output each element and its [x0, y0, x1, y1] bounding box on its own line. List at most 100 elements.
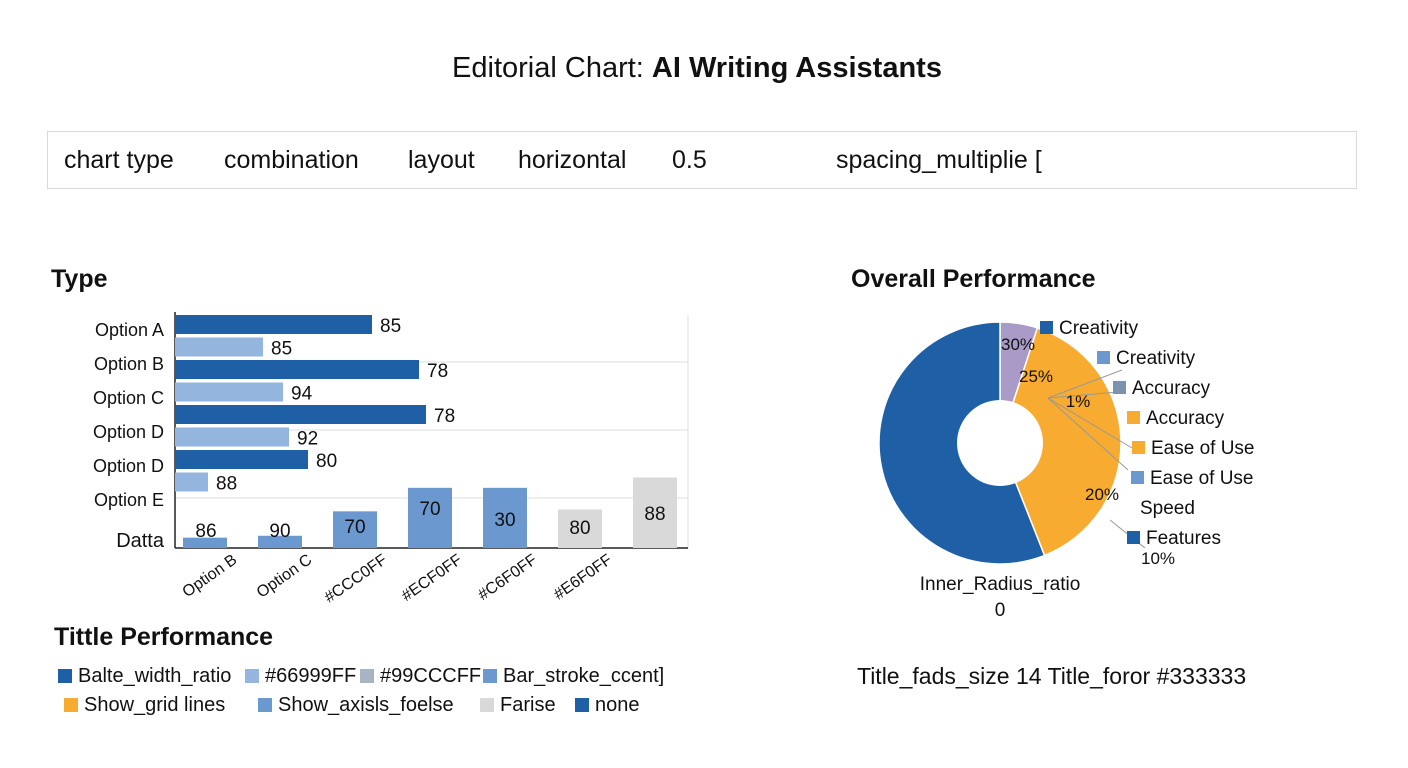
pie-legend-label-3: Accuracy — [1146, 408, 1225, 429]
bar-h-label-7: 88 — [216, 474, 237, 495]
bar-v-label-1: 90 — [269, 521, 290, 542]
chart-type-value[interactable]: combination — [224, 146, 359, 174]
x-tick-label-2: #CCC0FF — [322, 551, 391, 606]
category-label-1: Option B — [94, 354, 164, 374]
legend-label: Bar_stroke_ccent] — [503, 665, 665, 687]
pie-legend-swatch-1 — [1097, 351, 1110, 364]
spacing-label: spacing_multiplie [ — [836, 146, 1042, 174]
donut-hole — [957, 400, 1043, 486]
pie-legend-label-2: Accuracy — [1132, 378, 1211, 399]
pie-label-3: 20% — [1085, 485, 1119, 504]
bar-h-2 — [175, 360, 419, 379]
pie-label-2: 1% — [1066, 392, 1091, 411]
pie-legend-label-7: Features — [1146, 528, 1221, 549]
bottom-legend-item: Bar_stroke_ccent] — [483, 665, 664, 688]
layout-label: layout — [408, 146, 475, 174]
bar-h-label-6: 80 — [316, 451, 337, 472]
legend-label: Balte_width_ratio — [78, 665, 232, 687]
leader-line-1 — [1047, 391, 1119, 399]
x-tick-label-1: Option C — [254, 551, 315, 601]
bar-v-label-3: 70 — [419, 499, 440, 520]
pie-legend-swatch-7 — [1127, 531, 1140, 544]
bar-h-label-4: 78 — [434, 406, 455, 427]
x-tick-label-4: #C6F0FF — [475, 551, 540, 604]
legend-label: Farise — [500, 694, 556, 716]
pie-legend-swatch-4 — [1132, 441, 1145, 454]
category-label-0: Option A — [95, 320, 164, 340]
pie-legend-label-6: Speed — [1140, 498, 1195, 519]
bottom-legend-item: Show_axisls_foelse — [258, 694, 454, 717]
pie-legend-swatch-5 — [1131, 471, 1144, 484]
bar-h-6 — [175, 450, 308, 469]
legend-swatch — [575, 698, 589, 712]
legend-label: Show_grid lines — [84, 694, 226, 716]
bar-v-0 — [183, 537, 227, 548]
bottom-legend-item: #66999FF — [245, 665, 356, 688]
pie-slice-1 — [999, 326, 1122, 557]
bar-v-label-6: 88 — [644, 504, 665, 525]
bar-v-3 — [408, 487, 452, 548]
pie-legend-label-5: Ease of Use — [1150, 468, 1254, 489]
category-label-4: Option D — [93, 456, 164, 476]
legend-swatch — [480, 698, 494, 712]
bar-h-label-2: 78 — [427, 361, 448, 382]
page-title-bold: AI Writing Assistants — [651, 52, 942, 84]
bar-v-label-0: 86 — [195, 521, 216, 542]
bar-v-label-5: 80 — [569, 518, 590, 539]
bottom-legend-title: Tittle Performance — [54, 623, 274, 651]
bar-h-0 — [175, 315, 372, 334]
bar-v-1 — [258, 535, 302, 548]
pie-label-0: 30% — [1001, 335, 1035, 354]
bar-v-label-2: 70 — [344, 517, 365, 538]
leader-line-3 — [1047, 397, 1129, 471]
legend-swatch — [58, 669, 72, 683]
bar-v-4 — [483, 487, 527, 548]
x-tick-label-5: #E6F0FF — [551, 551, 616, 603]
bar-v-label-4: 30 — [494, 510, 515, 531]
bottom-legend-item: #99CCCFF — [360, 665, 481, 688]
leader-line-0 — [1047, 369, 1123, 399]
bar-v-6 — [633, 477, 677, 548]
bar-h-3 — [175, 382, 283, 402]
bar-h-5 — [175, 427, 289, 447]
config-bar: chart type combination layout horizontal… — [47, 131, 1357, 189]
bar-h-label-5: 92 — [297, 429, 318, 450]
pie-label-4: 10% — [1141, 549, 1175, 568]
bar-h-1 — [175, 337, 263, 357]
pie-legend-swatch-3 — [1127, 411, 1140, 424]
category-label-5: Option E — [94, 490, 164, 510]
y-axis-label: Datta — [116, 530, 165, 552]
bar-h-7 — [175, 472, 208, 492]
bottom-legend-item: Farise — [480, 694, 556, 717]
type-chart-title: Type — [51, 265, 108, 293]
legend-label: none — [595, 694, 640, 716]
bar-h-label-0: 85 — [380, 316, 401, 337]
bottom-legend-item: Show_grid lines — [64, 694, 225, 717]
number-value[interactable]: 0.5 — [672, 146, 707, 174]
category-label-3: Option D — [93, 422, 164, 442]
layout-value[interactable]: horizontal — [518, 146, 627, 174]
legend-swatch — [245, 669, 259, 683]
pie-legend-label-4: Ease of Use — [1151, 438, 1255, 459]
category-label-2: Option C — [93, 388, 164, 408]
bar-h-label-1: 85 — [271, 339, 292, 360]
pie-legend-label-0: Creativity — [1059, 318, 1139, 339]
pie-label-1: 25% — [1019, 367, 1053, 386]
bar-h-label-3: 94 — [291, 384, 313, 405]
x-tick-label-0: Option B — [180, 551, 241, 601]
page-title-prefix: Editorial Chart: — [452, 52, 652, 84]
legend-swatch — [483, 669, 497, 683]
legend-swatch — [360, 669, 374, 683]
chart-type-label: chart type — [64, 146, 174, 174]
bar-v-2 — [333, 511, 377, 548]
bar-h-4 — [175, 405, 426, 424]
legend-label: #99CCCFF — [380, 665, 482, 687]
leader-line-2 — [1047, 397, 1133, 449]
footer-note: Title_fads_size 14 Title_foror #333333 — [857, 663, 1247, 689]
x-tick-label-3: #ECF0FF — [399, 551, 466, 605]
legend-label: Show_axisls_foelse — [278, 694, 454, 716]
legend-swatch — [64, 698, 78, 712]
legend-label: #66999FF — [265, 665, 357, 687]
donut-chart: 30% 25% 1% 20% 10% Creativity Creativity Accura… — [878, 318, 1255, 621]
